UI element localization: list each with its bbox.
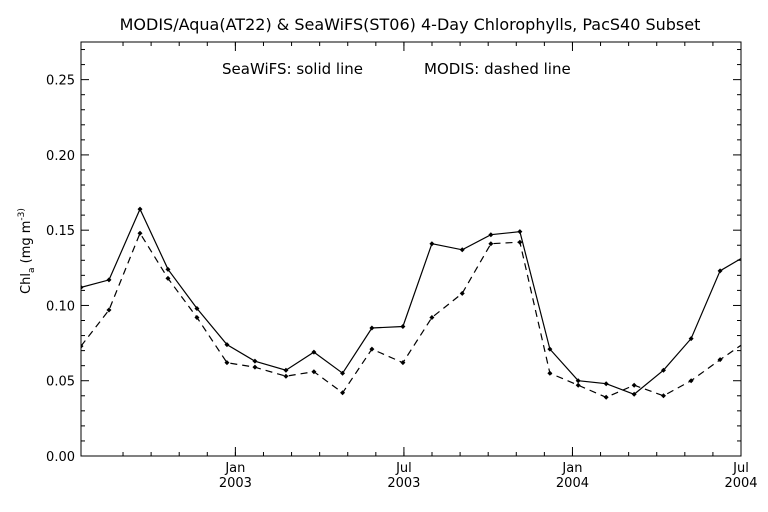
data-point-seawifs xyxy=(194,305,200,311)
y-axis-ticks: 0.00 0.05 0.10 0.15 0.20 0.25 xyxy=(46,49,741,465)
x-tick-month: Jan xyxy=(224,461,245,476)
data-point-modis xyxy=(603,394,609,400)
data-point-modis xyxy=(688,378,694,384)
data-point-modis xyxy=(224,360,230,366)
x-tick-year: 2004 xyxy=(724,476,757,491)
data-point-seawifs xyxy=(631,391,637,397)
data-point-seawifs xyxy=(717,268,723,274)
x-tick-year: 2004 xyxy=(556,476,589,491)
series-group xyxy=(81,206,751,400)
chart-title: MODIS/Aqua(AT22) & SeaWiFS(ST06) 4-Day C… xyxy=(120,15,701,34)
data-point-seawifs xyxy=(137,206,143,212)
data-point-modis xyxy=(137,230,143,236)
data-point-seawifs xyxy=(283,367,289,373)
x-tick-month: Jan xyxy=(561,461,582,476)
data-point-modis xyxy=(746,338,751,343)
data-point-modis xyxy=(660,393,666,399)
y-tick-label: 0.20 xyxy=(46,149,75,164)
data-point-seawifs xyxy=(400,324,406,330)
data-point-seawifs xyxy=(746,252,751,257)
data-point-seawifs xyxy=(459,247,465,253)
data-point-modis xyxy=(517,239,523,245)
data-point-modis xyxy=(283,373,289,379)
data-point-modis xyxy=(81,343,84,349)
data-point-modis xyxy=(400,360,406,366)
series-line-seawifs xyxy=(81,207,741,395)
data-point-seawifs xyxy=(252,358,258,364)
data-point-modis xyxy=(340,390,346,396)
data-point-seawifs xyxy=(488,232,494,238)
data-point-seawifs xyxy=(575,378,581,384)
data-point-modis xyxy=(631,382,637,388)
y-tick-label: 0.10 xyxy=(46,299,75,314)
data-point-seawifs xyxy=(369,325,375,331)
data-point-seawifs xyxy=(165,266,171,272)
data-point-seawifs xyxy=(340,370,346,376)
data-point-modis xyxy=(165,275,171,281)
data-point-modis xyxy=(547,370,553,376)
data-point-modis xyxy=(311,369,317,375)
data-point-modis xyxy=(459,290,465,296)
y-tick-label: 0.05 xyxy=(46,375,75,390)
data-point-modis xyxy=(575,382,581,388)
data-point-seawifs xyxy=(603,381,609,387)
series-line-modis xyxy=(81,231,741,398)
x-tick-month: Jul xyxy=(395,461,412,476)
data-point-seawifs xyxy=(688,336,694,342)
data-point-seawifs xyxy=(429,241,435,247)
data-point-seawifs xyxy=(106,277,112,283)
x-tick-year: 2003 xyxy=(219,476,252,491)
data-point-modis xyxy=(194,314,200,320)
data-point-modis xyxy=(252,364,258,370)
data-point-modis xyxy=(106,307,112,313)
axes xyxy=(80,41,742,457)
data-point-seawifs xyxy=(311,349,317,355)
plot-frame xyxy=(80,41,742,457)
y-tick-label: 0.25 xyxy=(46,74,75,89)
y-tick-label: 0.15 xyxy=(46,224,75,239)
data-point-modis xyxy=(429,314,435,320)
data-point-seawifs xyxy=(547,346,553,352)
y-axis-label: Chla (mg m-3) xyxy=(17,208,37,294)
x-tick-year: 2003 xyxy=(387,476,420,491)
data-point-seawifs xyxy=(517,229,523,235)
annotation-modis: MODIS: dashed line xyxy=(424,60,571,78)
y-axis-title: Chla (mg m-3) xyxy=(17,208,37,294)
annotation-seawifs: SeaWiFS: solid line xyxy=(222,60,363,78)
data-point-seawifs xyxy=(81,284,84,290)
data-point-modis xyxy=(488,241,494,247)
data-point-seawifs xyxy=(660,367,666,373)
data-point-seawifs xyxy=(224,342,230,348)
data-point-modis xyxy=(717,357,723,363)
x-tick-month: Jul xyxy=(732,461,749,476)
data-point-modis xyxy=(369,346,375,352)
y-tick-label: 0.00 xyxy=(46,450,75,465)
